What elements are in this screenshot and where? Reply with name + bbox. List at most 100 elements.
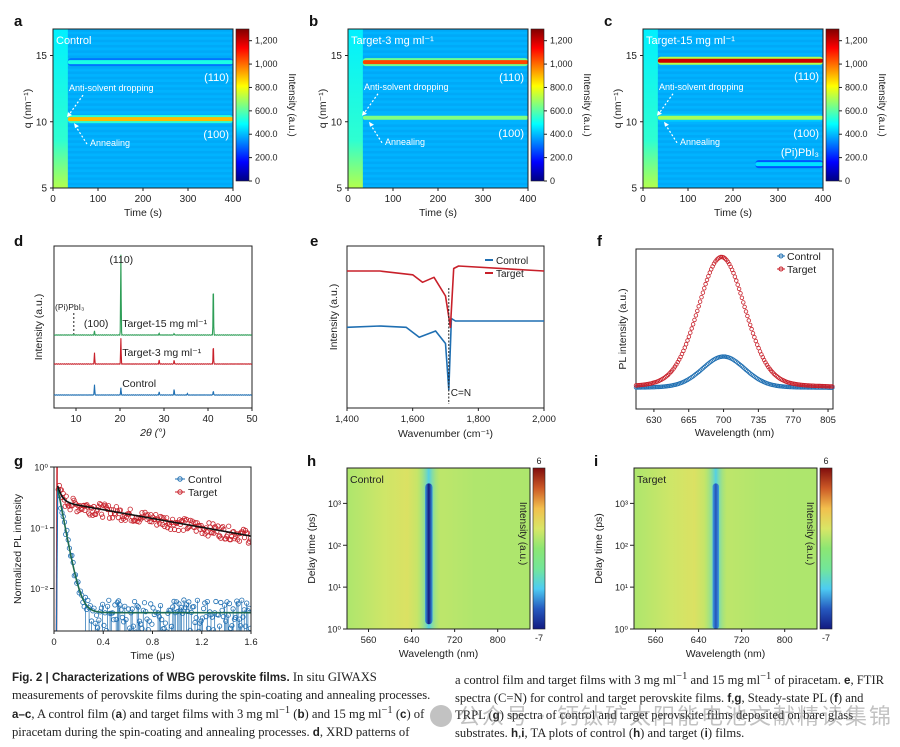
x-tick-label: 640: [404, 635, 420, 646]
heatmap-streak: [643, 182, 823, 186]
colorbar-label: Intensity (a.u.): [581, 73, 592, 136]
pl-point: [814, 383, 820, 389]
trpl-point-target: [109, 515, 116, 521]
heatmap-streak: [348, 76, 528, 80]
figure: (110) (100) Control Anti-solvent dropping An…: [12, 13, 887, 662]
heatmap-streak: [643, 177, 823, 181]
chart-d: Target-15 mg ml⁻¹ Target-3 mg ml⁻¹ Control…: [33, 245, 258, 439]
x-tick-label: 1.6: [244, 637, 257, 648]
trpl-point-target: [100, 514, 106, 520]
pl-point: [745, 313, 750, 319]
trpl-point-control: [112, 602, 118, 608]
legend-label: Target: [496, 269, 524, 280]
trpl-point-control: [226, 600, 233, 607]
heatmap-background: [53, 29, 233, 188]
heatmap-streak: [643, 66, 823, 69]
heatmap-streak: [643, 124, 823, 128]
pl-point: [653, 384, 658, 390]
pl-point: [780, 384, 785, 389]
watermark-text: 公众号 · 钙钛矿太阳能电池文献精读集锦: [458, 705, 893, 730]
pl-point: [695, 308, 700, 314]
y-tick-label: 15: [36, 51, 48, 62]
heatmap-streak: [53, 161, 233, 165]
y-tick-label: 10: [626, 117, 638, 128]
pl-point: [784, 384, 789, 389]
pl-point: [803, 383, 809, 388]
heatmap-streak: [643, 50, 823, 53]
panel-label-d: d: [14, 233, 23, 250]
heatmap-streak: [348, 172, 528, 175]
x-tick-label: 805: [820, 415, 836, 426]
heatmap-streak: [348, 103, 528, 106]
trpl-point-control: [143, 608, 149, 615]
pl-point: [742, 304, 747, 310]
heatmap-streak: [53, 76, 233, 80]
trpl-point-target: [209, 530, 215, 536]
pl-point: [777, 384, 782, 389]
colorbar: [819, 467, 833, 630]
trpl-point-target: [162, 523, 168, 530]
y-tick-label: 15: [331, 51, 343, 62]
pl-point: [700, 290, 706, 295]
x-tick-label: 30: [158, 414, 170, 425]
y-axis-label: q (nm⁻¹): [22, 89, 34, 128]
heatmap-streak: [348, 44, 528, 48]
band-label: (Pi)PbI₃: [781, 147, 819, 159]
heatmap-streak: [53, 82, 233, 85]
heatmap-streak: [643, 92, 823, 96]
trpl-point-target: [164, 515, 170, 521]
x-tick-label: 640: [691, 635, 707, 646]
band-label: (100): [498, 128, 524, 140]
pl-point: [636, 383, 641, 388]
heatmap-streak: [53, 150, 233, 154]
trpl-point-control: [220, 613, 226, 620]
colorbar-label: Intensity (a.u.): [876, 73, 887, 136]
peak-label-110: (110): [109, 254, 133, 266]
pl-point: [690, 322, 696, 327]
heatmap-streak: [348, 92, 528, 96]
pl-point: [736, 286, 742, 292]
bleach-core: [712, 483, 720, 629]
colorbar-tick-label: 400.0: [845, 129, 868, 139]
trpl-point-target: [122, 517, 128, 523]
x-tick-label: 720: [447, 635, 463, 646]
y-axis-label: Intensity (a.u.): [33, 294, 45, 361]
x-tick-label: 0: [50, 194, 56, 205]
pl-point: [704, 277, 710, 283]
trpl-point-target: [82, 507, 88, 513]
y-tick-label: 10: [36, 117, 48, 128]
arrow-head: [369, 121, 374, 127]
pl-point: [819, 383, 824, 389]
y-tick-label: 10⁰: [34, 463, 48, 473]
trpl-point-control: [126, 630, 129, 631]
band-label: (110): [204, 72, 229, 84]
panel-title: Control: [56, 35, 91, 47]
trpl-point-control: [247, 625, 251, 631]
trpl-point-control: [141, 600, 148, 606]
series-label: Target-3 mg ml⁻¹: [122, 347, 202, 359]
pl-point: [816, 383, 821, 389]
axes-frame: [53, 245, 253, 409]
pl-point: [720, 354, 725, 359]
colorbar-tick-label: 1,000: [845, 59, 868, 69]
y-axis-label: Delay time (ps): [593, 513, 605, 584]
pl-point: [654, 384, 660, 390]
heatmap-streak: [643, 103, 823, 106]
x-tick-label: 800: [490, 635, 506, 646]
y-axis-label: q (nm⁻¹): [612, 89, 624, 128]
trpl-point-control: [201, 605, 207, 612]
heatmap-streak: [53, 39, 233, 43]
heatmap-streak: [643, 161, 823, 165]
heatmap-streak: [348, 129, 528, 133]
plot-area: [55, 467, 251, 631]
legend-label: Target: [188, 487, 217, 499]
x-tick-label: 800: [777, 635, 793, 646]
y-tick-label: 5: [41, 184, 47, 195]
trpl-point-target: [147, 518, 153, 525]
heatmap-streak: [53, 103, 233, 106]
figure-label: Fig. 2 | Characterizations of WBG perovs…: [12, 671, 290, 684]
trpl-point-target: [168, 526, 174, 532]
trpl-point-target: [142, 509, 148, 516]
x-tick-label: 0.8: [146, 637, 159, 648]
heatmap-streak: [53, 66, 233, 69]
